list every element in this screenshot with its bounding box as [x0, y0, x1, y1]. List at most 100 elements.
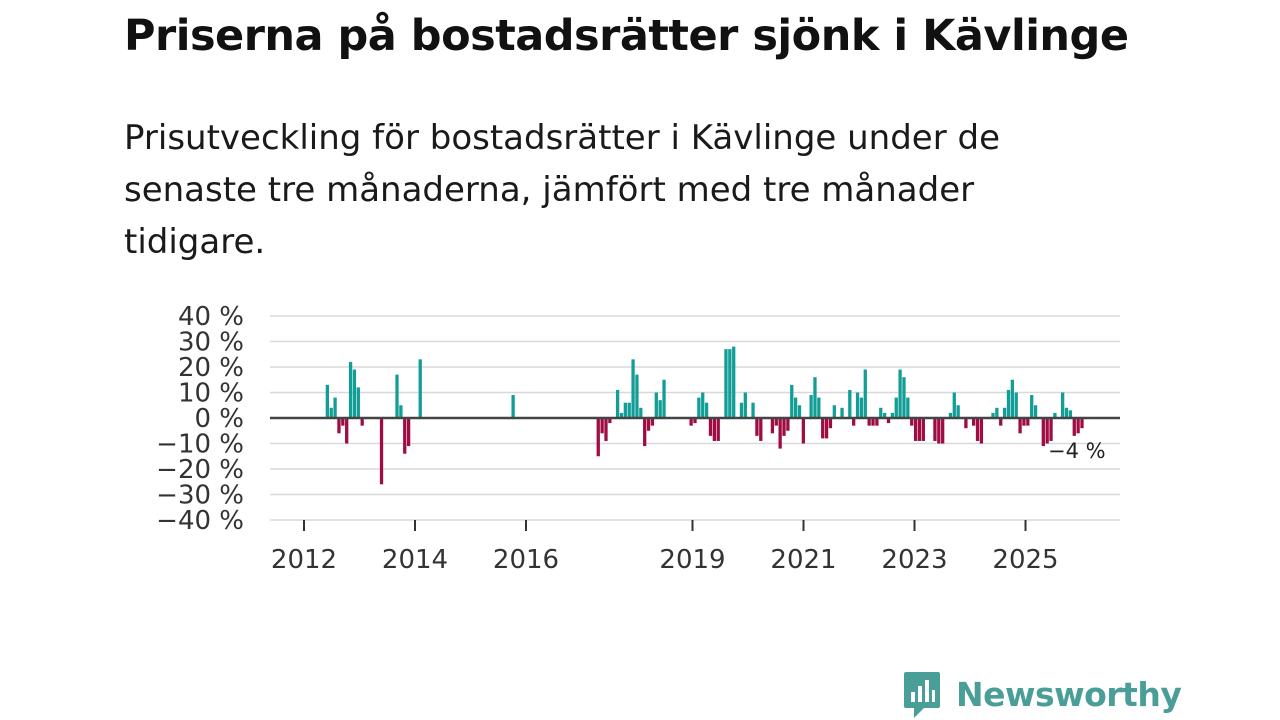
bar — [631, 359, 635, 418]
grid-lines — [270, 315, 1120, 521]
bar — [979, 418, 984, 444]
last-value-label: −4 % — [1048, 439, 1106, 463]
bar — [882, 412, 887, 418]
brand-name: Newsworthy — [956, 675, 1182, 714]
bar — [395, 374, 399, 418]
y-tick-label: 20 % — [178, 353, 244, 383]
y-tick-label: 40 % — [178, 302, 244, 332]
bar — [345, 418, 349, 444]
bar — [971, 418, 976, 426]
bar — [623, 402, 627, 418]
bar — [406, 418, 411, 447]
bar — [867, 418, 871, 426]
bar — [511, 395, 515, 418]
bar — [875, 418, 879, 426]
bar — [743, 392, 747, 418]
bar — [379, 418, 384, 485]
bar — [1006, 389, 1011, 418]
bar — [821, 418, 825, 439]
x-tick-label: 2016 — [493, 545, 559, 575]
bar — [751, 402, 755, 418]
bar — [689, 418, 693, 426]
bar — [654, 392, 658, 418]
bar — [774, 418, 778, 426]
chart-subtitle: Prisutveckling för bostadsrätter i Kävli… — [124, 118, 1001, 262]
bar — [813, 377, 817, 418]
bar — [1064, 407, 1069, 418]
bar — [635, 374, 639, 418]
bar — [1053, 412, 1057, 418]
bar — [902, 377, 906, 418]
bar — [1010, 379, 1014, 418]
x-tick-label: 2021 — [770, 545, 836, 575]
bar — [937, 418, 941, 444]
bar — [995, 407, 999, 418]
bar — [352, 369, 357, 418]
bar — [886, 418, 891, 424]
bar — [755, 418, 759, 436]
bar — [1002, 407, 1007, 418]
bar — [759, 418, 763, 441]
bar — [1080, 418, 1084, 429]
bar — [403, 418, 407, 454]
bar — [801, 418, 806, 444]
bar — [1049, 418, 1053, 441]
bar — [793, 397, 798, 418]
bar — [1018, 418, 1022, 434]
bar — [852, 418, 856, 426]
bar — [879, 407, 883, 418]
bar — [627, 402, 631, 418]
bar — [828, 418, 833, 429]
y-tick-label: −10 % — [156, 430, 244, 460]
bar — [329, 407, 333, 418]
bar — [732, 346, 736, 418]
bar — [782, 418, 786, 436]
x-tick-label: 2023 — [881, 545, 947, 575]
bar — [933, 418, 937, 441]
bar — [1026, 418, 1030, 426]
y-axis-labels: 40 %30 %20 %10 %0 %−10 %−20 %−30 %−40 % — [156, 302, 244, 536]
bar — [1014, 392, 1018, 418]
bar — [859, 397, 864, 418]
bar — [1041, 418, 1045, 447]
bar — [1076, 418, 1080, 434]
bar — [797, 405, 802, 418]
bar — [952, 392, 956, 418]
bar — [863, 369, 867, 418]
bar — [708, 418, 713, 436]
bar — [975, 418, 980, 441]
bar — [790, 384, 794, 418]
chart-title: Priserna på bostadsrätter sjönk i Kävlin… — [124, 11, 1129, 61]
bar — [604, 418, 608, 441]
bar — [1033, 405, 1038, 418]
bar — [770, 418, 775, 434]
y-tick-label: −40 % — [156, 506, 244, 536]
bar — [917, 418, 922, 441]
bar — [991, 412, 995, 418]
bar — [615, 389, 620, 418]
x-tick-label: 2025 — [992, 545, 1058, 575]
bar — [941, 418, 945, 444]
bar — [662, 379, 666, 418]
bar — [956, 405, 960, 418]
bar — [832, 405, 836, 418]
bar — [728, 349, 732, 418]
x-tick-label: 2014 — [382, 545, 448, 575]
bar — [341, 418, 345, 426]
bar — [608, 418, 612, 424]
bar — [921, 418, 925, 441]
bar — [716, 418, 720, 441]
bar — [418, 359, 422, 418]
bar — [906, 397, 910, 418]
y-tick-label: 10 % — [178, 379, 244, 409]
bar — [712, 418, 716, 441]
y-tick-label: −30 % — [156, 481, 244, 511]
bar — [1045, 418, 1049, 444]
bar — [948, 412, 953, 418]
bar — [913, 418, 918, 441]
bar — [1030, 395, 1034, 418]
bar — [658, 400, 662, 418]
bar — [964, 418, 968, 429]
x-tick-label: 2012 — [271, 545, 337, 575]
